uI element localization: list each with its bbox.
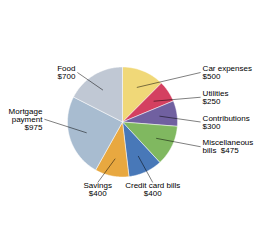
svg-text:Utilities$250: Utilities$250 bbox=[203, 89, 229, 106]
svg-text:Car expenses$500: Car expenses$500 bbox=[203, 64, 252, 81]
svg-text:Food$700: Food$700 bbox=[57, 64, 76, 81]
svg-text:Contributions$300: Contributions$300 bbox=[203, 114, 250, 131]
svg-text:Mortgagepayment$975: Mortgagepayment$975 bbox=[9, 107, 44, 132]
svg-text:Savings$400: Savings$400 bbox=[84, 181, 112, 198]
svg-text:Credit card bills$400: Credit card bills$400 bbox=[125, 181, 180, 198]
svg-text:Miscellaneousbills $475: Miscellaneousbills $475 bbox=[203, 138, 254, 155]
